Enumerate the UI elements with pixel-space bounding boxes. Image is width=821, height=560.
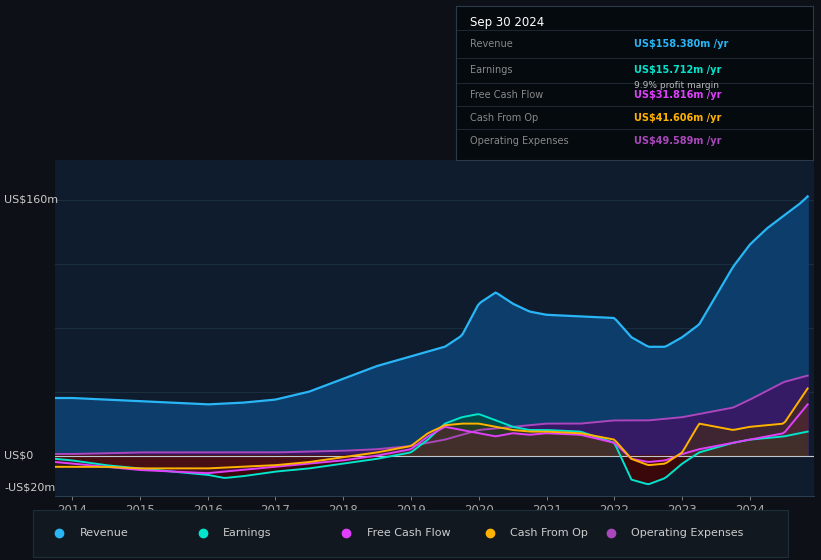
Text: Cash From Op: Cash From Op <box>470 113 539 123</box>
Text: US$41.606m /yr: US$41.606m /yr <box>635 113 722 123</box>
Text: Cash From Op: Cash From Op <box>510 529 588 538</box>
Text: US$31.816m /yr: US$31.816m /yr <box>635 90 722 100</box>
Text: US$158.380m /yr: US$158.380m /yr <box>635 39 728 49</box>
Text: Operating Expenses: Operating Expenses <box>631 529 744 538</box>
Text: Free Cash Flow: Free Cash Flow <box>470 90 544 100</box>
Text: Revenue: Revenue <box>470 39 512 49</box>
Text: US$0: US$0 <box>4 451 34 460</box>
Text: US$15.712m /yr: US$15.712m /yr <box>635 66 722 75</box>
Text: Operating Expenses: Operating Expenses <box>470 136 569 146</box>
Text: US$160m: US$160m <box>4 195 58 204</box>
Text: Revenue: Revenue <box>80 529 128 538</box>
Text: US$49.589m /yr: US$49.589m /yr <box>635 136 722 146</box>
Text: Free Cash Flow: Free Cash Flow <box>367 529 450 538</box>
Text: Sep 30 2024: Sep 30 2024 <box>470 16 544 29</box>
Text: Earnings: Earnings <box>470 66 512 75</box>
Text: 9.9% profit margin: 9.9% profit margin <box>635 81 719 90</box>
Text: -US$20m: -US$20m <box>4 483 55 493</box>
Text: Earnings: Earnings <box>223 529 272 538</box>
